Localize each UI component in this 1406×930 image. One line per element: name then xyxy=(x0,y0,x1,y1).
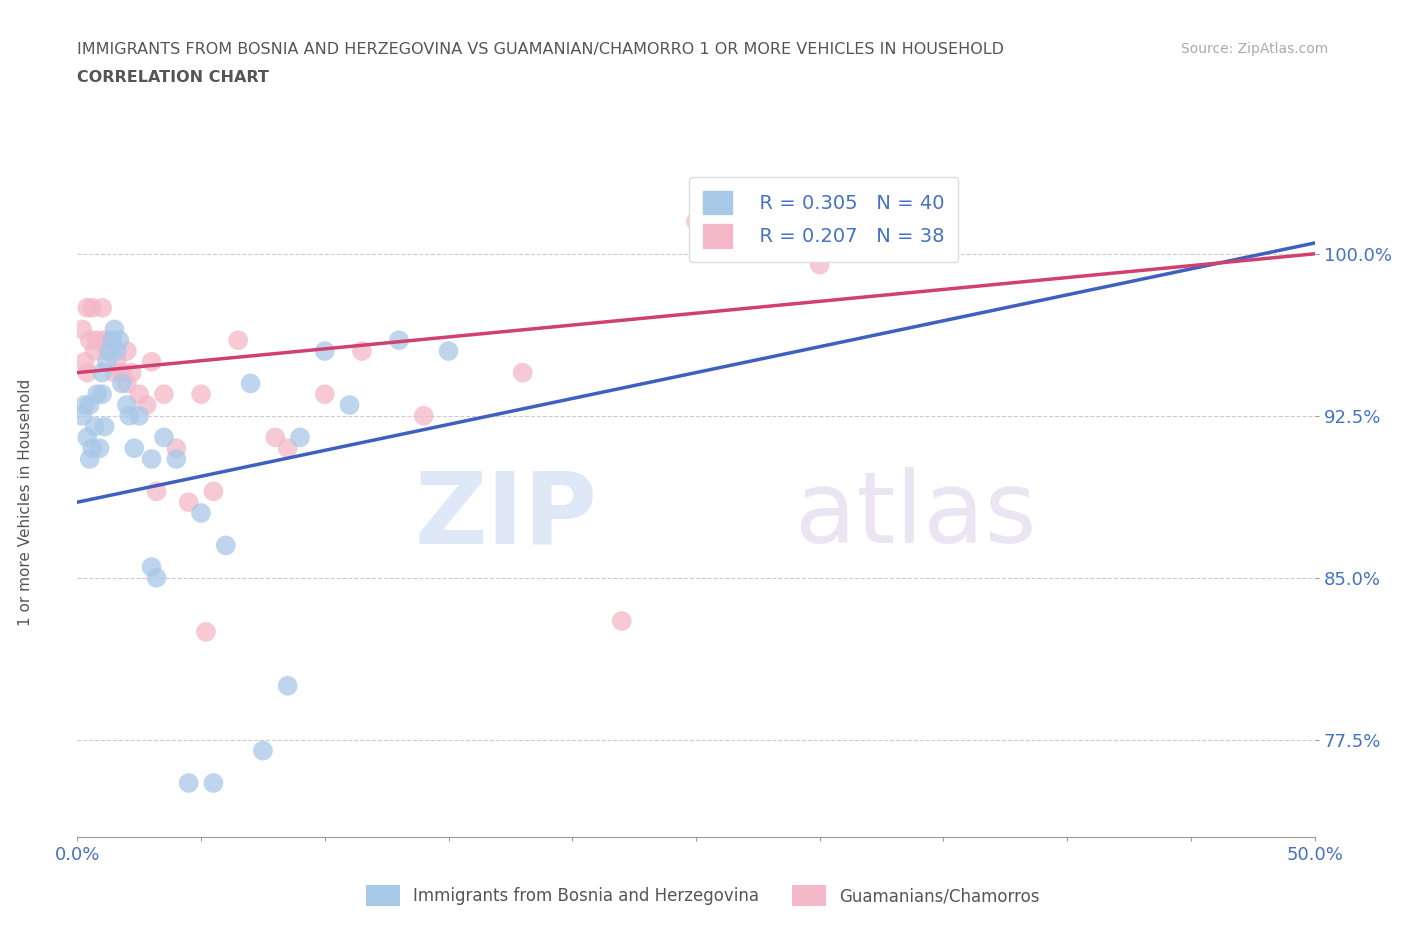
Point xyxy=(437,343,460,358)
Point xyxy=(177,495,200,510)
Point xyxy=(105,343,128,358)
Point xyxy=(512,365,534,380)
Legend: Immigrants from Bosnia and Herzegovina, Guamanians/Chamorros: Immigrants from Bosnia and Herzegovina, … xyxy=(360,879,1046,912)
Point xyxy=(202,484,225,498)
Point xyxy=(79,452,101,467)
Point xyxy=(190,506,212,521)
Point xyxy=(165,441,187,456)
Text: ZIP: ZIP xyxy=(415,467,598,565)
Point xyxy=(118,408,141,423)
Text: atlas: atlas xyxy=(794,467,1036,565)
Point xyxy=(93,419,115,434)
Point xyxy=(202,776,225,790)
Point xyxy=(314,387,336,402)
Point xyxy=(115,397,138,412)
Point xyxy=(808,258,831,272)
Text: 1 or more Vehicles in Household: 1 or more Vehicles in Household xyxy=(18,379,32,626)
Point xyxy=(96,354,118,369)
Point xyxy=(86,387,108,402)
Point xyxy=(141,560,163,575)
Point xyxy=(86,333,108,348)
Point xyxy=(141,354,163,369)
Point xyxy=(153,430,176,445)
Point xyxy=(135,397,157,412)
Point xyxy=(96,343,118,358)
Point xyxy=(89,441,111,456)
Point xyxy=(388,333,411,348)
Point xyxy=(115,376,138,391)
Point xyxy=(128,408,150,423)
Point xyxy=(145,570,167,585)
Point xyxy=(76,430,98,445)
Point xyxy=(91,365,114,380)
Point xyxy=(108,333,131,348)
Text: Source: ZipAtlas.com: Source: ZipAtlas.com xyxy=(1181,42,1329,56)
Point xyxy=(190,387,212,402)
Point xyxy=(72,322,94,337)
Point xyxy=(145,484,167,498)
Point xyxy=(101,333,124,348)
Point xyxy=(76,365,98,380)
Point xyxy=(83,343,105,358)
Point xyxy=(76,300,98,315)
Point xyxy=(122,441,145,456)
Point xyxy=(72,408,94,423)
Point xyxy=(610,614,633,629)
Point xyxy=(103,322,125,337)
Point xyxy=(91,300,114,315)
Point xyxy=(685,214,707,229)
Point xyxy=(111,365,134,380)
Point xyxy=(264,430,287,445)
Point xyxy=(165,452,187,467)
Point xyxy=(79,397,101,412)
Point xyxy=(82,300,104,315)
Point xyxy=(82,441,104,456)
Point xyxy=(73,354,96,369)
Point xyxy=(350,343,373,358)
Point xyxy=(101,333,124,348)
Text: IMMIGRANTS FROM BOSNIA AND HERZEGOVINA VS GUAMANIAN/CHAMORRO 1 OR MORE VEHICLES : IMMIGRANTS FROM BOSNIA AND HERZEGOVINA V… xyxy=(77,42,1004,57)
Point xyxy=(141,452,163,467)
Text: CORRELATION CHART: CORRELATION CHART xyxy=(77,70,269,85)
Point xyxy=(103,365,125,380)
Legend:   R = 0.305   N = 40,   R = 0.207   N = 38: R = 0.305 N = 40, R = 0.207 N = 38 xyxy=(689,177,959,261)
Point xyxy=(215,538,238,552)
Point xyxy=(252,743,274,758)
Point xyxy=(91,387,114,402)
Point xyxy=(412,408,434,423)
Point xyxy=(277,678,299,693)
Point xyxy=(277,441,299,456)
Point xyxy=(153,387,176,402)
Point xyxy=(83,419,105,434)
Point xyxy=(195,624,218,639)
Point xyxy=(105,354,128,369)
Point xyxy=(93,333,115,348)
Point xyxy=(226,333,249,348)
Point xyxy=(128,387,150,402)
Point xyxy=(111,376,134,391)
Point xyxy=(177,776,200,790)
Point xyxy=(98,343,121,358)
Point xyxy=(288,430,311,445)
Point xyxy=(314,343,336,358)
Point xyxy=(239,376,262,391)
Point xyxy=(121,365,143,380)
Point xyxy=(73,397,96,412)
Point xyxy=(339,397,361,412)
Point xyxy=(79,333,101,348)
Point xyxy=(115,343,138,358)
